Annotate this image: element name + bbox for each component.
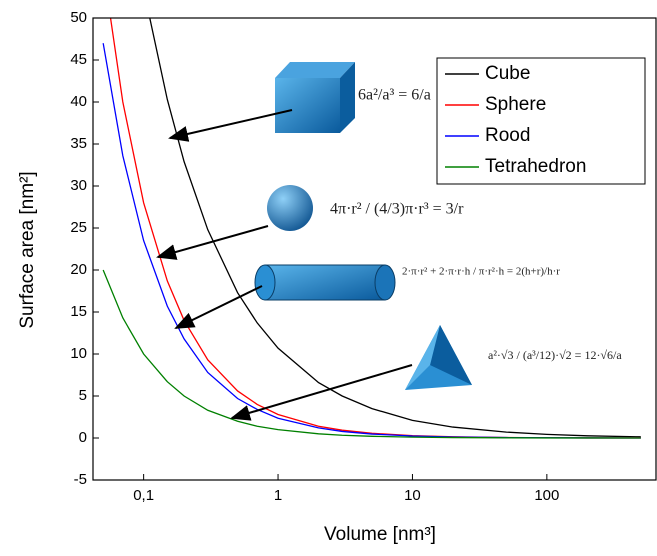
- y-tick-label: 15: [70, 303, 87, 320]
- y-axis-label: Surface area [nm²]: [17, 171, 38, 328]
- x-tick-label: 10: [404, 487, 421, 504]
- series-line: [149, 18, 641, 438]
- x-tick-label: 1: [274, 487, 282, 504]
- formula: a²·√3 / (a³/12)·√2 = 12·√6/a: [488, 348, 622, 362]
- sphere-icon: [267, 185, 313, 231]
- x-tick-label: 100: [534, 487, 559, 504]
- y-tick-label: 20: [70, 261, 87, 278]
- arrow: [230, 364, 413, 421]
- plot-frame: [92, 17, 657, 481]
- arrow: [168, 109, 293, 142]
- series-line: [102, 269, 641, 439]
- formula: 4π·r² / (4/3)π·r³ = 3/r: [330, 201, 464, 218]
- y-tick-label: 45: [70, 51, 87, 68]
- y-tick-label: 5: [79, 387, 87, 404]
- rod-icon: [254, 264, 396, 301]
- legend-label: Sphere: [485, 94, 546, 115]
- legend-label: Cube: [485, 63, 530, 84]
- legend-label: Rood: [485, 125, 530, 146]
- arrow: [174, 285, 263, 329]
- arrow: [156, 225, 269, 260]
- y-tick-label: 30: [70, 177, 87, 194]
- y-tick-label: -5: [74, 471, 87, 488]
- legend-label: Tetrahedron: [485, 156, 586, 177]
- cube-icon: [275, 62, 355, 133]
- formula: 2·π·r² + 2·π·r·h / π·r²·h = 2(h+r)/h·r: [402, 266, 560, 278]
- y-tick-label: 25: [70, 219, 87, 236]
- y-tick-label: 35: [70, 135, 87, 152]
- y-tick-label: 0: [79, 429, 87, 446]
- tetrahedron-icon: [405, 325, 472, 390]
- y-tick-label: 50: [70, 9, 87, 26]
- formula: 6a²/a³ = 6/a: [358, 87, 431, 104]
- y-tick-label: 10: [70, 345, 87, 362]
- x-tick-label: 0,1: [133, 487, 154, 504]
- y-tick-label: 40: [70, 93, 87, 110]
- legend-box: [436, 57, 646, 185]
- x-axis-label: Volume [nm³]: [324, 524, 436, 545]
